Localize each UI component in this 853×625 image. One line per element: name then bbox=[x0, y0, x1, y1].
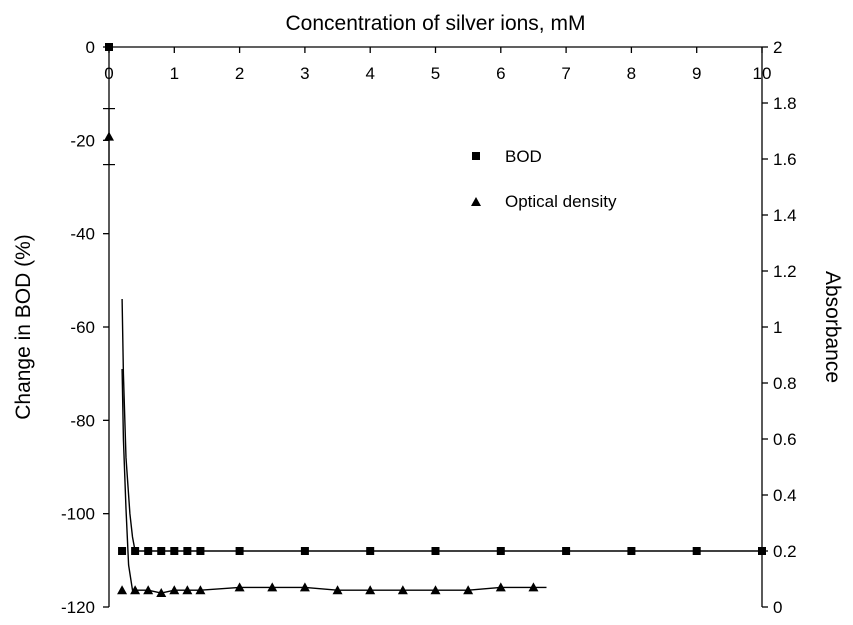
y2-tick-label: 0.4 bbox=[773, 486, 797, 505]
y2-tick-label: 0 bbox=[773, 598, 782, 617]
legend: BOD Optical density bbox=[471, 147, 617, 211]
bod-point bbox=[105, 43, 113, 51]
optical-density-point bbox=[430, 585, 441, 595]
optical-density-point bbox=[117, 585, 128, 595]
y-axis-title: Change in BOD (%) bbox=[12, 234, 35, 420]
optical-density-point bbox=[397, 585, 408, 595]
optical-density-point bbox=[528, 582, 539, 592]
y2-tick-label: 1.2 bbox=[773, 262, 797, 281]
x-tick-label: 0 bbox=[104, 64, 113, 83]
bod-point bbox=[235, 547, 244, 555]
y-tick-label: -20 bbox=[70, 131, 95, 150]
bod-point bbox=[170, 547, 179, 555]
x-tick-label: 9 bbox=[692, 64, 701, 83]
x-tick-label: 3 bbox=[300, 64, 309, 83]
legend-optical-density-label: Optical density bbox=[505, 192, 617, 211]
y2-tick-label: 0.6 bbox=[773, 430, 797, 449]
y-tick-label: -40 bbox=[70, 225, 95, 244]
trend-lines bbox=[121, 298, 762, 594]
bod-point bbox=[431, 547, 440, 555]
y-tick-label: -60 bbox=[70, 318, 95, 337]
legend-bod-marker bbox=[472, 152, 480, 160]
optical-density-point bbox=[195, 585, 206, 595]
y-tick-label: -120 bbox=[61, 598, 95, 617]
optical-density-point bbox=[130, 585, 141, 595]
optical-density-point bbox=[143, 585, 154, 595]
y2-tick-label: 0.2 bbox=[773, 542, 797, 561]
y2-tick-label: 1 bbox=[773, 318, 782, 337]
bod-point bbox=[157, 547, 166, 555]
optical-density-point bbox=[495, 582, 506, 592]
optical-density-point bbox=[182, 585, 193, 595]
optical-density-point bbox=[299, 582, 310, 592]
bod-point bbox=[183, 547, 192, 555]
x-tick-label: 10 bbox=[753, 64, 772, 83]
optical-density-point bbox=[267, 582, 278, 592]
bod-point bbox=[366, 547, 375, 555]
y2-axis-title: Absorbance bbox=[821, 271, 844, 383]
axes bbox=[103, 46, 768, 608]
x-tick-label: 8 bbox=[627, 64, 636, 83]
optical-density-point bbox=[463, 585, 474, 595]
legend-optical-density-marker bbox=[471, 197, 481, 206]
y-tick-label: -80 bbox=[70, 411, 95, 430]
optical-density-point bbox=[169, 585, 180, 595]
bod-trend-line bbox=[121, 298, 762, 552]
tick-labels: 0 1 2 3 4 5 6 7 8 9 100-20-40-60-80-100-12021.81.6… bbox=[61, 38, 797, 617]
optical-density-point bbox=[365, 585, 376, 595]
optical-density-point bbox=[234, 582, 245, 592]
bod-point bbox=[692, 547, 701, 555]
bod-point bbox=[144, 547, 153, 555]
y-tick-label: -100 bbox=[61, 505, 95, 524]
x-tick-label: 2 bbox=[235, 64, 244, 83]
optical-density-point bbox=[156, 588, 167, 597]
y2-tick-label: 0.8 bbox=[773, 374, 797, 393]
x-axis-title: Concentration of silver ions, mM bbox=[286, 12, 586, 35]
bod-point bbox=[758, 547, 766, 555]
x-tick-label: 5 bbox=[431, 64, 440, 83]
bod-point bbox=[496, 547, 505, 555]
y2-tick-label: 1.4 bbox=[773, 206, 797, 225]
y-tick-label: 0 bbox=[86, 38, 95, 57]
x-tick-label: 7 bbox=[561, 64, 570, 83]
optical-density-point bbox=[332, 585, 343, 595]
bod-point bbox=[562, 547, 571, 555]
bod-point bbox=[131, 547, 140, 555]
x-tick-label: 6 bbox=[496, 64, 505, 83]
bod-point bbox=[627, 547, 636, 555]
y2-tick-label: 1.6 bbox=[773, 150, 797, 169]
x-tick-label: 4 bbox=[365, 64, 374, 83]
optical-density-trend-line bbox=[121, 368, 547, 594]
y2-tick-label: 1.8 bbox=[773, 94, 797, 113]
data-markers bbox=[103, 43, 766, 597]
bod-point bbox=[196, 547, 205, 555]
optical-density-point bbox=[104, 131, 114, 141]
bod-point bbox=[118, 547, 127, 555]
y2-tick-label: 2 bbox=[773, 38, 782, 57]
x-tick-label: 1 bbox=[170, 64, 179, 83]
legend-bod-label: BOD bbox=[505, 147, 542, 166]
bod-point bbox=[300, 547, 309, 555]
